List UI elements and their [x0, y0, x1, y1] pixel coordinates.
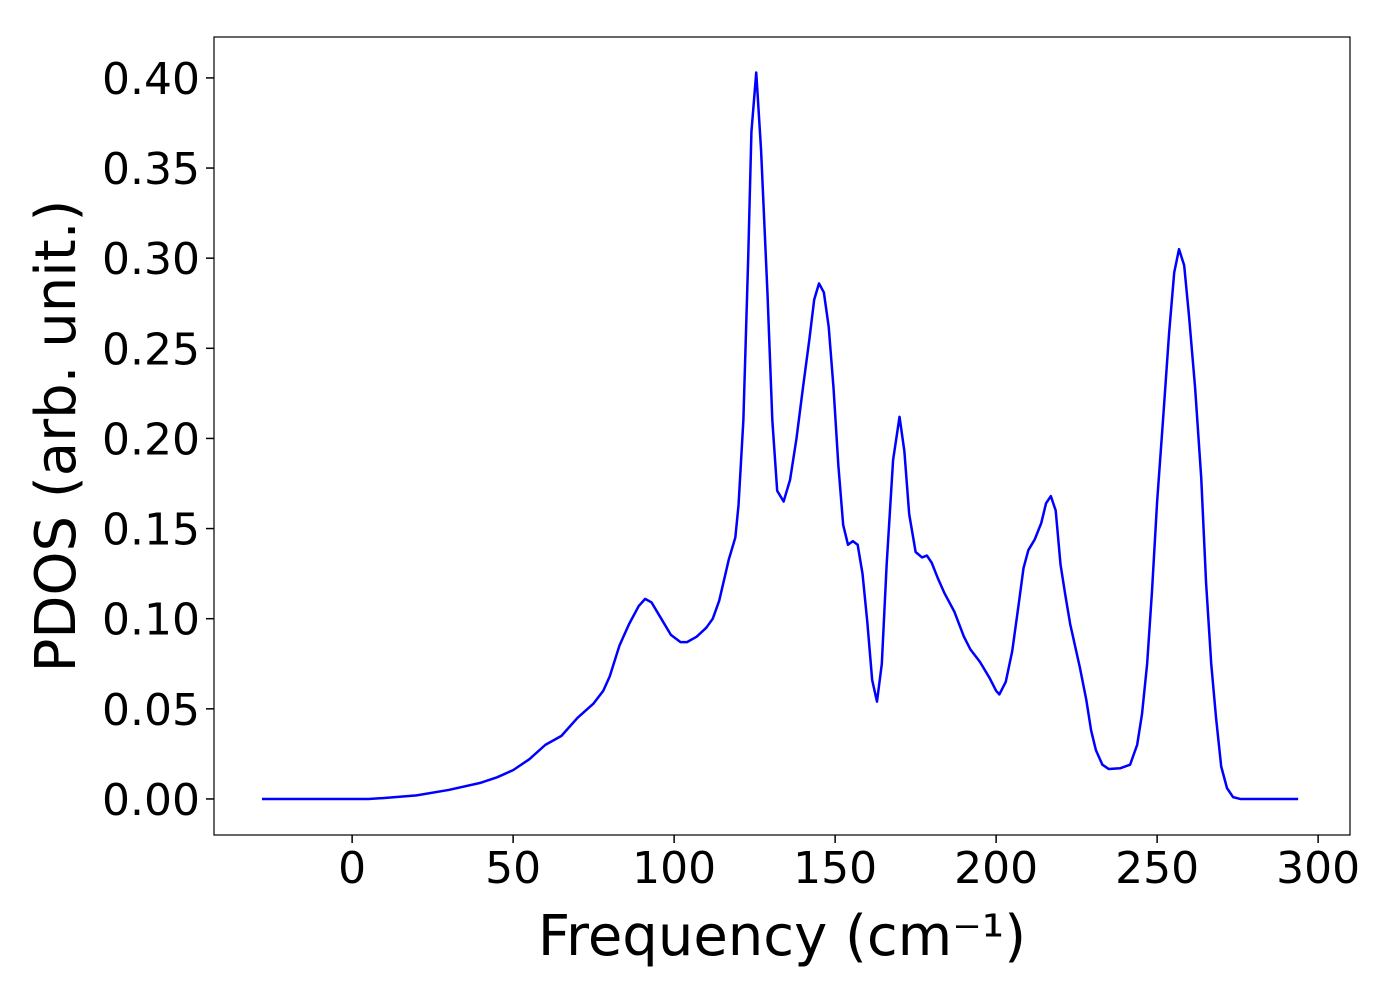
x-axis-label: Frequency (cm⁻¹) [538, 904, 1026, 969]
x-tick-label: 100 [632, 843, 716, 894]
y-tick-label: 0.20 [102, 414, 200, 465]
y-tick-label: 0.40 [102, 54, 200, 105]
data-line [261, 71, 1299, 801]
x-tick-label: 50 [485, 843, 541, 894]
x-tick-label: 300 [1276, 843, 1360, 894]
y-tick-label: 0.25 [102, 324, 200, 375]
plot-frame [213, 36, 1351, 836]
y-tick-label: 0.35 [102, 144, 200, 195]
y-tick-label: 0.30 [102, 234, 200, 285]
y-axis-label: PDOS (arb. unit.) [24, 200, 89, 673]
x-tick-label: 200 [954, 843, 1038, 894]
y-tick-label: 0.10 [102, 595, 200, 646]
y-tick-label: 0.15 [102, 505, 200, 556]
x-tick-label: 150 [793, 843, 877, 894]
y-tick-label: 0.05 [102, 685, 200, 736]
x-tick-label: 250 [1115, 843, 1199, 894]
y-tick-label: 0.00 [102, 775, 200, 826]
x-tick-label: 0 [338, 843, 366, 894]
